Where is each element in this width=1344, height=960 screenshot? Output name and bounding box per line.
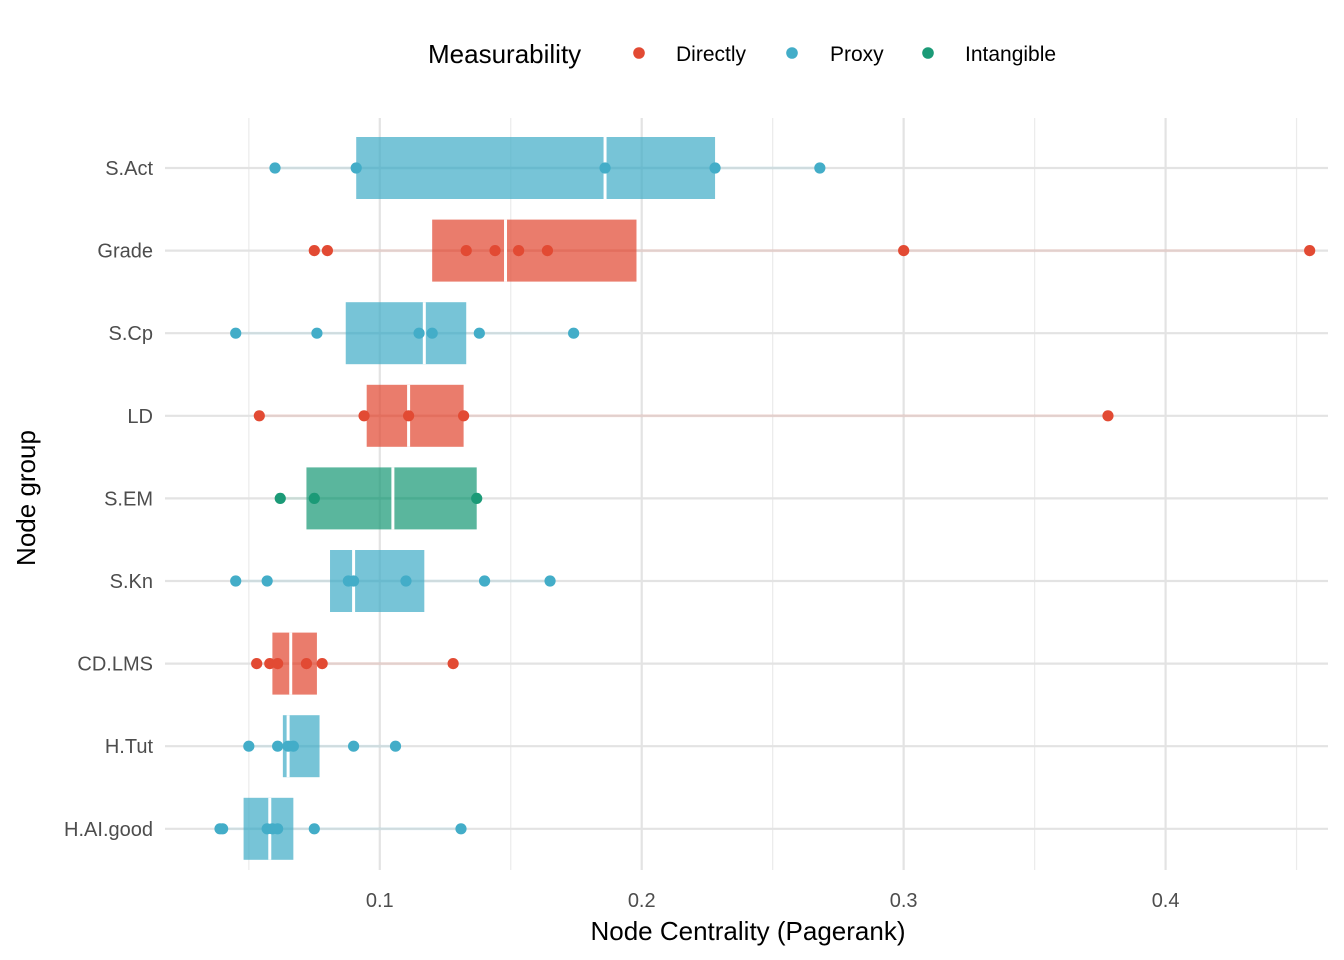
- y-axis-title: Node group: [11, 430, 41, 566]
- data-point: [261, 575, 273, 587]
- data-point: [308, 492, 320, 504]
- legend-label-proxy: Proxy: [830, 43, 884, 66]
- box-s-cp: [345, 302, 467, 365]
- data-point: [568, 327, 580, 339]
- y-tick-label: H.AI.good: [64, 819, 153, 841]
- y-tick-label: S.Kn: [110, 571, 153, 593]
- x-tick-label: 0.2: [628, 890, 656, 912]
- data-point: [272, 740, 284, 752]
- data-point: [272, 658, 284, 670]
- data-point: [217, 823, 229, 835]
- data-point: [358, 410, 370, 422]
- x-axis-ticks: 0.1 0.2 0.3 0.4: [366, 890, 1180, 912]
- data-point: [455, 823, 467, 835]
- x-axis-title: Node Centrality (Pagerank): [590, 916, 905, 946]
- legend-key-intangible: [922, 47, 934, 59]
- data-point: [1304, 245, 1316, 257]
- data-point: [287, 740, 299, 752]
- data-point: [311, 327, 323, 339]
- x-tick-label: 0.1: [366, 890, 394, 912]
- y-tick-label: H.Tut: [105, 736, 154, 758]
- data-point: [447, 658, 459, 670]
- box-s-act: [356, 137, 716, 199]
- data-point: [709, 162, 721, 174]
- y-axis-ticks: S.Act Grade S.Cp LD S.EM S.Kn CD.LMS H.Tut H.AI.…: [64, 158, 153, 841]
- data-point: [243, 740, 255, 752]
- y-tick-label: Grade: [97, 241, 153, 263]
- data-point: [230, 575, 242, 587]
- data-point: [389, 740, 402, 752]
- data-point: [269, 162, 281, 174]
- data-point: [898, 245, 910, 257]
- legend-label-intangible: Intangible: [965, 43, 1056, 66]
- data-point: [230, 327, 242, 339]
- data-point: [489, 245, 501, 257]
- point-layer: [214, 162, 1316, 835]
- data-point: [308, 245, 320, 257]
- data-point: [599, 162, 611, 174]
- data-point: [400, 575, 412, 587]
- data-point: [473, 327, 485, 339]
- data-point: [308, 823, 320, 835]
- data-point: [541, 245, 554, 257]
- data-point: [251, 658, 263, 670]
- data-point: [274, 492, 286, 504]
- data-point: [458, 410, 470, 422]
- y-tick-label: S.EM: [104, 488, 153, 510]
- data-point: [513, 245, 525, 257]
- legend-key-proxy: [786, 47, 798, 59]
- y-tick-label: S.Act: [105, 158, 153, 180]
- x-tick-label: 0.3: [890, 890, 918, 912]
- box-ld: [366, 384, 464, 447]
- y-tick-label: LD: [127, 406, 153, 428]
- data-point: [316, 658, 328, 670]
- y-tick-label: CD.LMS: [77, 654, 153, 676]
- legend-title: Measurability: [428, 39, 581, 69]
- data-point: [544, 575, 556, 587]
- data-point: [426, 327, 438, 339]
- data-point: [321, 245, 334, 257]
- data-point: [300, 658, 313, 670]
- data-point: [350, 162, 362, 174]
- data-point: [403, 410, 415, 422]
- data-point: [272, 823, 284, 835]
- legend-key-directly: [633, 47, 645, 59]
- data-point: [253, 410, 265, 422]
- data-point: [347, 575, 360, 587]
- legend-label-directly: Directly: [676, 43, 747, 66]
- data-point: [264, 658, 276, 670]
- data-point: [471, 492, 483, 504]
- data-point: [814, 162, 826, 174]
- data-point: [460, 245, 472, 257]
- data-point: [347, 740, 360, 752]
- data-point: [1102, 410, 1114, 422]
- legend: Measurability Directly Proxy Intangible: [428, 39, 1056, 69]
- data-point: [413, 327, 425, 339]
- x-tick-label: 0.4: [1152, 890, 1180, 912]
- data-point: [478, 575, 491, 587]
- y-tick-label: S.Cp: [109, 323, 153, 345]
